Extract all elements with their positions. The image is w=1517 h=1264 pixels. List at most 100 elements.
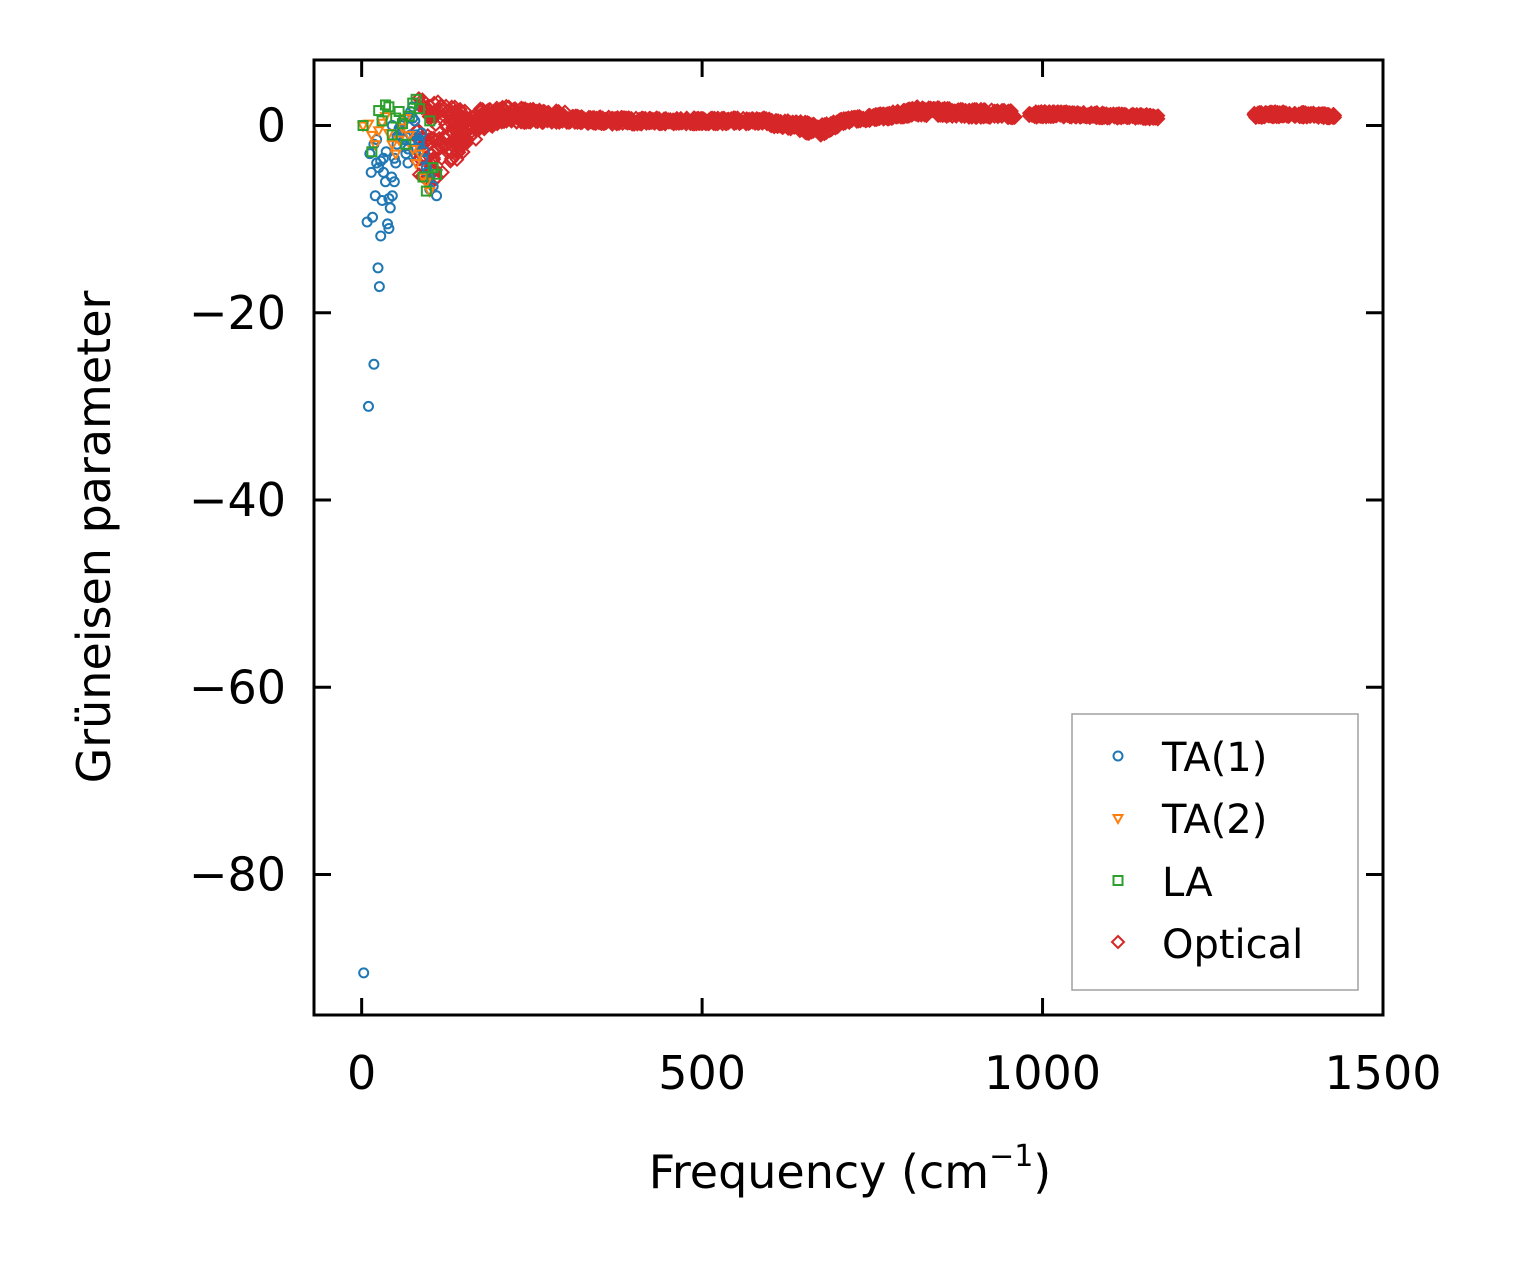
optical-point	[1252, 109, 1268, 125]
la-point	[357, 120, 369, 132]
x-axis-title-superscript: −1	[989, 1139, 1033, 1174]
optical-point	[1324, 109, 1340, 125]
optical-point	[1045, 109, 1061, 125]
legend-entry-ta1: TA(1)	[1112, 735, 1267, 781]
optical-point	[793, 114, 809, 130]
optical-point	[1023, 106, 1039, 122]
optical-point	[917, 101, 933, 117]
legend-label-ta1: TA(1)	[1161, 735, 1267, 781]
optical-point	[1038, 104, 1054, 120]
ta2-point	[356, 121, 370, 133]
optical-point	[963, 106, 979, 122]
optical-point	[974, 105, 990, 121]
optical-point	[772, 118, 788, 134]
x-axis-title: Frequency (cm−1)	[649, 1139, 1052, 1199]
optical-point	[426, 130, 442, 146]
ta2-point	[372, 126, 385, 138]
legend-marker-circle	[1112, 750, 1124, 762]
ta1-point	[431, 190, 443, 202]
optical-point	[1142, 111, 1157, 127]
y-tick-label: −60	[189, 660, 286, 714]
optical-point	[494, 100, 510, 116]
la-point	[403, 110, 415, 122]
ta1-point	[362, 400, 374, 412]
ta2-point	[375, 118, 389, 130]
x-axis-title-main: Frequency (cm	[649, 1145, 989, 1199]
legend-marker-diamond	[1110, 934, 1126, 950]
optical-point	[585, 111, 601, 127]
optical-point	[1141, 108, 1157, 124]
optical-point	[730, 113, 746, 129]
ta2-point	[420, 177, 433, 189]
optical-point	[725, 114, 741, 130]
optical-point	[915, 100, 930, 116]
la-point	[373, 105, 385, 117]
la-point	[414, 103, 426, 115]
x-tick-label: 0	[347, 1046, 376, 1100]
optical-point	[424, 109, 440, 125]
ta2-point	[413, 149, 426, 161]
optical-point	[529, 106, 545, 122]
ta1-point	[418, 146, 430, 158]
la-point	[397, 118, 409, 130]
ta1-point	[377, 152, 389, 164]
optical-point	[1027, 109, 1042, 125]
optical-point	[449, 145, 465, 161]
legend-entry-optical: Optical	[1110, 922, 1303, 968]
optical-point	[1063, 105, 1079, 121]
optical-point	[1267, 107, 1283, 123]
optical-point	[633, 116, 649, 132]
optical-point	[1077, 107, 1093, 123]
legend-label-ta2: TA(2)	[1161, 797, 1267, 843]
optical-point	[455, 136, 471, 152]
optical-point	[471, 116, 486, 132]
la-point	[386, 129, 398, 141]
y-tick-label: −80	[189, 848, 286, 902]
legend-label-optical: Optical	[1162, 922, 1303, 968]
optical-point	[898, 105, 913, 121]
ta1-point	[364, 148, 376, 160]
optical-point	[1074, 107, 1090, 123]
optical-point	[456, 127, 472, 143]
la-point	[424, 115, 436, 127]
ta1-point	[383, 193, 395, 205]
optical-point	[972, 105, 987, 121]
ta1-point	[375, 230, 387, 242]
la-point	[431, 168, 443, 180]
optical-point	[562, 113, 578, 129]
ta1-point	[383, 223, 395, 235]
optical-point	[517, 113, 533, 129]
optical-point	[434, 139, 450, 155]
ta2-point	[423, 187, 436, 199]
optical-point	[451, 140, 467, 156]
ta1-point	[384, 202, 396, 214]
optical-point	[768, 117, 784, 133]
ta1-point	[414, 134, 426, 146]
optical-point	[708, 116, 724, 132]
optical-point	[1119, 110, 1135, 126]
optical-point	[1301, 108, 1317, 124]
optical-point	[839, 112, 855, 128]
optical-point	[851, 111, 867, 127]
axis-ticks: 0 500 1000 1500 0 −20 −40 −60 −80	[189, 60, 1442, 1100]
optical-point	[428, 103, 444, 119]
optical-point	[1111, 108, 1127, 124]
optical-point	[604, 114, 620, 130]
ta2-point	[386, 140, 399, 152]
optical-point	[955, 101, 971, 117]
optical-point	[574, 112, 589, 128]
ta1-point	[388, 152, 400, 164]
optical-point	[1092, 109, 1108, 124]
la-point	[417, 171, 429, 183]
optical-point	[961, 110, 977, 125]
la-point	[393, 105, 405, 117]
optical-point	[473, 101, 488, 117]
legend-entry-la: LA	[1112, 860, 1213, 906]
optical-point	[1264, 107, 1280, 122]
optical-point	[706, 110, 722, 126]
ta1-point	[358, 967, 370, 979]
optical-point	[860, 111, 876, 126]
y-tick-label: −20	[189, 286, 286, 340]
la-point	[427, 162, 439, 174]
legend-marker-triangle	[1111, 814, 1125, 826]
